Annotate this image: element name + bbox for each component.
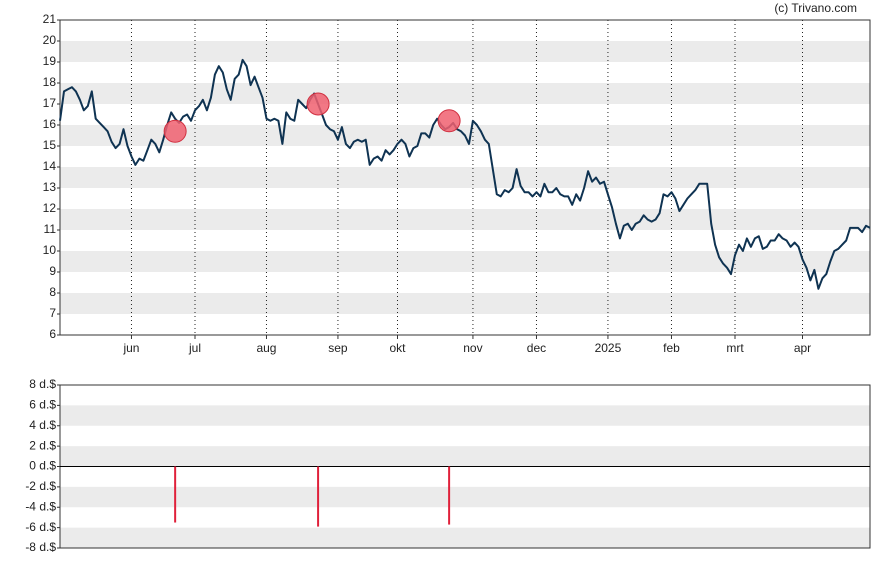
y-tick-label: 2 d.$ [29,438,56,452]
y-tick-label: -6 d.$ [25,520,56,534]
dividend-marker [306,92,330,116]
grid-band [60,446,870,467]
dividend-marker [437,109,461,133]
grid-band [60,209,870,230]
y-tick-label: 19 [43,54,57,68]
dividend-marker [163,119,187,143]
y-tick-label: 9 [49,264,56,278]
x-tick-label: mrt [726,341,744,355]
x-tick-label: nov [463,341,482,355]
x-tick-label: jun [122,341,139,355]
y-tick-label: 18 [43,75,57,89]
plot-frame [59,19,871,336]
credit: (c) Trivano.com [774,1,857,15]
x-tick-label: dec [527,341,546,355]
y-tick-label: 14 [43,159,57,173]
x-tick-label: jul [188,341,201,355]
y-tick-label: 6 [49,327,56,341]
grid-band [60,405,870,426]
grid-band [60,293,870,314]
y-tick-label: 6 d.$ [29,398,56,412]
grid-band [60,251,870,272]
y-tick-label: 0 d.$ [29,459,56,473]
grid-band [60,41,870,62]
y-tick-label: 11 [44,222,57,236]
y-tick-label: 13 [43,180,57,194]
y-tick-label: 12 [43,201,57,215]
y-tick-label: -2 d.$ [25,479,56,493]
x-tick-label: apr [794,341,811,355]
y-tick-label: 16 [43,117,57,131]
price-line [59,58,871,290]
y-tick-label: 15 [43,138,57,152]
y-tick-label: 10 [43,243,57,257]
y-tick-label: 8 d.$ [29,377,56,391]
y-tick-label: 7 [49,306,56,320]
y-tick-label: 21 [43,12,57,26]
x-tick-label: feb [663,341,680,355]
y-tick-label: 8 [49,285,56,299]
x-tick-label: aug [256,341,276,355]
x-tick-label: 2025 [595,341,622,355]
x-tick-label: sep [328,341,348,355]
grid-band [60,167,870,188]
grid-band [60,486,870,508]
x-tick-label: okt [389,341,406,355]
y-tick-label: 20 [43,33,57,47]
y-tick-label: 4 d.$ [29,418,56,432]
y-tick-label: -4 d.$ [25,499,56,513]
grid-band [60,527,870,548]
grid-band [60,83,870,104]
y-tick-label: 17 [43,96,57,110]
y-tick-label: -8 d.$ [25,540,56,554]
